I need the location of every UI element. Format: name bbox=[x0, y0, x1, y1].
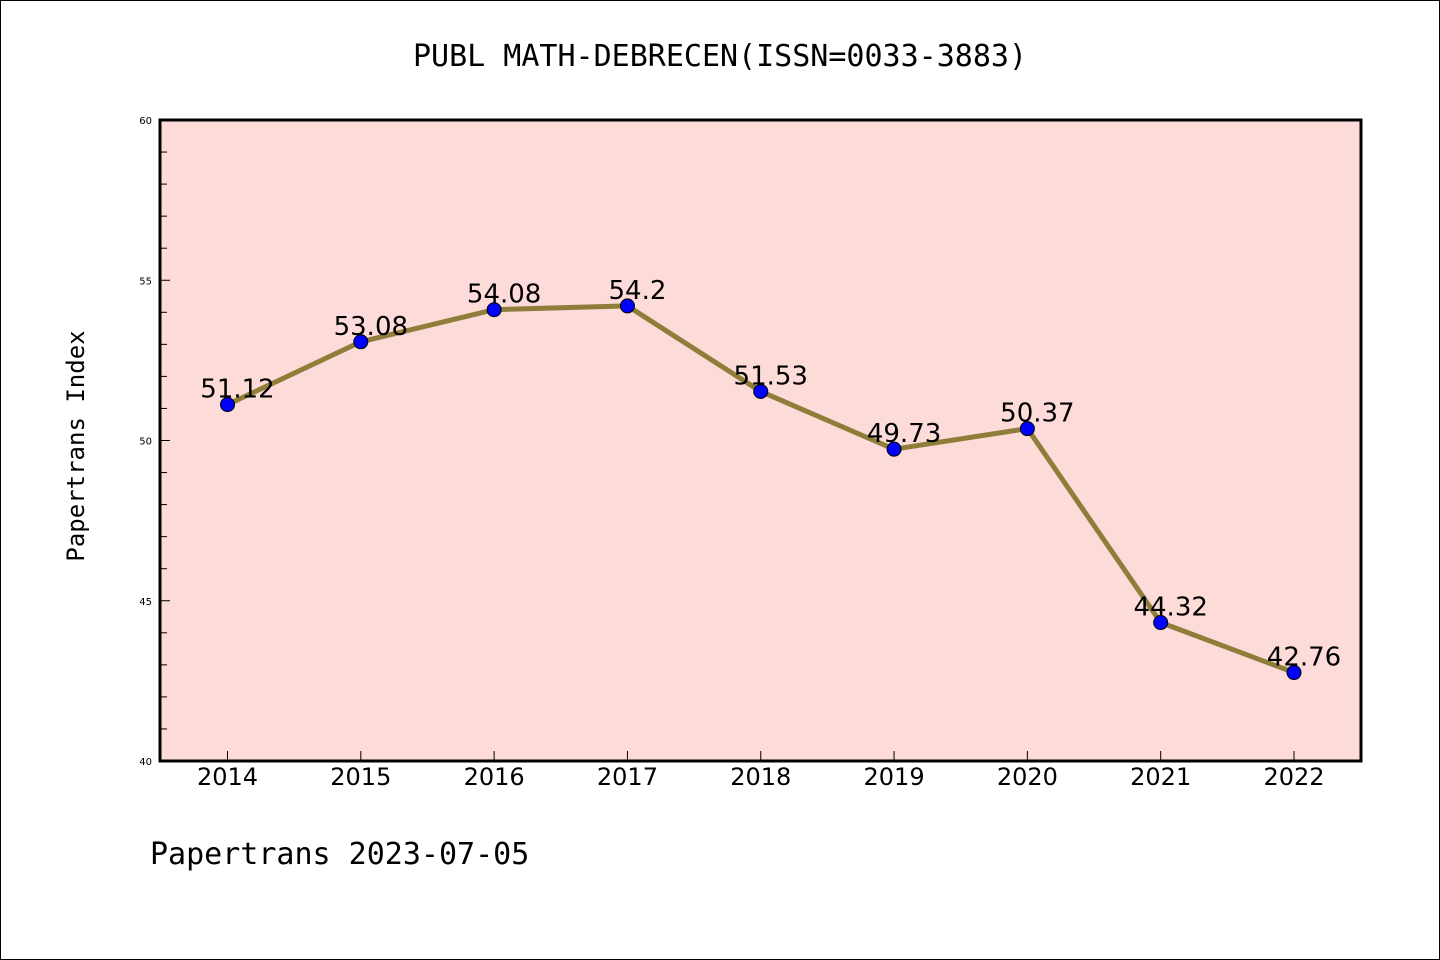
x-tick-label: 2022 bbox=[1263, 763, 1324, 791]
data-point bbox=[1153, 615, 1169, 631]
data-label: 54.08 bbox=[467, 280, 541, 310]
x-tick-label: 2019 bbox=[864, 763, 925, 791]
data-point bbox=[353, 334, 369, 350]
data-labels: 51.12 53.08 54.08 54.2 51.53 49.73 50.37 44.32 4… bbox=[200, 276, 1341, 673]
footer-date-label: Papertrans 2023-07-05 bbox=[150, 837, 529, 872]
y-tick-label: 55 bbox=[139, 276, 152, 287]
data-label: 54.2 bbox=[608, 276, 666, 306]
data-point bbox=[753, 383, 769, 399]
y-axis-ticks: 40 45 50 55 60 bbox=[139, 116, 170, 768]
x-tick-label: 2021 bbox=[1130, 763, 1191, 791]
data-label: 50.37 bbox=[1000, 399, 1074, 429]
chart-title: PUBL MATH-DEBRECEN(ISSN=0033-3883) bbox=[413, 39, 1027, 74]
data-point bbox=[619, 298, 635, 314]
data-point bbox=[220, 397, 235, 413]
x-axis-ticks: 2014 2015 2016 2017 2018 2019 2020 2021 2022 bbox=[197, 751, 1325, 791]
data-label: 49.73 bbox=[867, 419, 941, 449]
x-tick-label: 2016 bbox=[464, 763, 525, 791]
data-label: 44.32 bbox=[1133, 593, 1207, 623]
data-label: 51.12 bbox=[200, 375, 274, 405]
data-point bbox=[486, 302, 502, 318]
data-point bbox=[1019, 421, 1035, 437]
x-tick-label: 2017 bbox=[597, 763, 658, 791]
y-axis-label: Papertrans Index bbox=[62, 330, 90, 561]
data-point bbox=[886, 441, 902, 457]
y-tick-label: 50 bbox=[139, 437, 152, 448]
data-point bbox=[1286, 665, 1302, 681]
data-label: 42.76 bbox=[1267, 643, 1341, 673]
x-tick-label: 2015 bbox=[330, 763, 391, 791]
data-label: 51.53 bbox=[734, 361, 808, 391]
data-label: 53.08 bbox=[334, 312, 408, 342]
x-tick-label: 2020 bbox=[997, 763, 1058, 791]
x-tick-label: 2014 bbox=[197, 763, 258, 791]
x-tick-label: 2018 bbox=[730, 763, 791, 791]
plot-area bbox=[158, 118, 1363, 763]
data-markers bbox=[220, 298, 1302, 681]
y-tick-label: 45 bbox=[139, 597, 152, 608]
y-tick-label: 40 bbox=[139, 757, 152, 768]
y-tick-label: 60 bbox=[139, 116, 152, 127]
